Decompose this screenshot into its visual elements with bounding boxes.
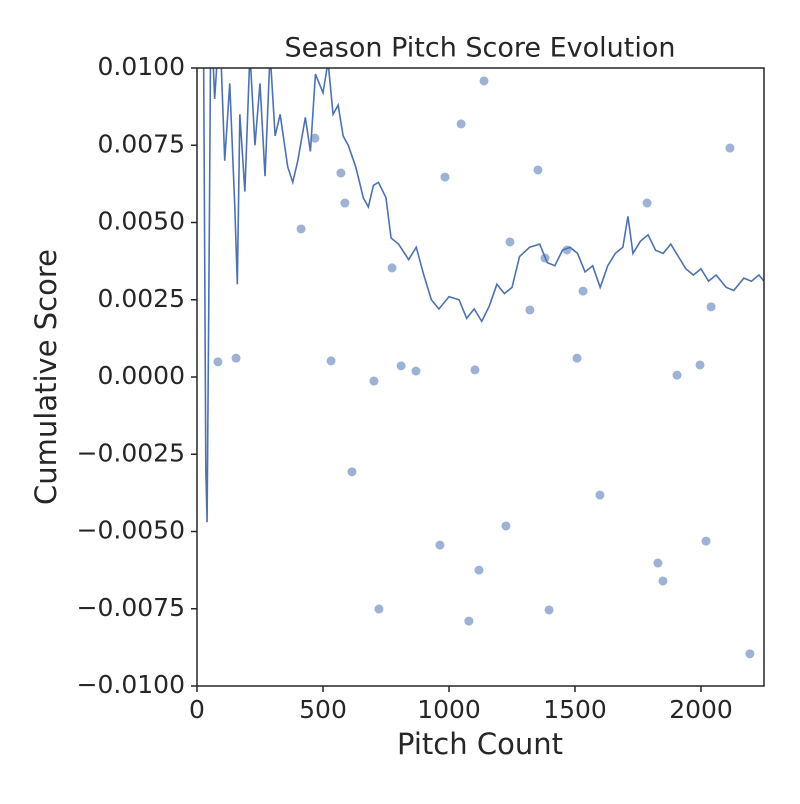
scatter-point: [387, 263, 397, 273]
y-tick-label: 0.0075: [98, 129, 185, 158]
scatter-point: [706, 302, 716, 312]
y-tick-label: 0.0100: [98, 52, 185, 81]
scatter-point: [595, 490, 605, 500]
scatter-point: [213, 357, 223, 367]
scatter-point: [231, 353, 241, 363]
scatter-point: [340, 198, 350, 208]
y-tick-label: −0.0100: [77, 670, 185, 699]
scatter-point: [540, 253, 550, 263]
scatter-point: [296, 224, 306, 234]
plot-area: [202, 68, 764, 659]
scatter-point: [347, 467, 357, 477]
scatter-point: [435, 540, 445, 550]
scatter-point: [505, 237, 515, 247]
scatter-point: [725, 143, 735, 153]
scatter-point: [479, 76, 489, 86]
scatter-point: [310, 133, 320, 143]
scatter-point: [572, 353, 582, 363]
scatter-point: [653, 558, 663, 568]
scatter-point: [642, 198, 652, 208]
scatter-point: [369, 376, 379, 386]
y-tick-label: 0.0025: [98, 284, 185, 313]
scatter-point: [672, 370, 682, 380]
y-axis-label: Cumulative Score: [29, 249, 63, 505]
scatter-point: [745, 649, 755, 659]
score-line: [202, 68, 764, 523]
scatter-point: [411, 366, 421, 376]
scatter-point: [658, 576, 668, 586]
scatter-point: [456, 119, 466, 129]
scatter-point: [533, 165, 543, 175]
scatter-point: [578, 286, 588, 296]
scatter-point: [695, 360, 705, 370]
x-tick-label: 500: [299, 695, 347, 724]
chart-title: Season Pitch Score Evolution: [285, 33, 676, 64]
y-tick-label: −0.0075: [77, 593, 185, 622]
scatter-point: [396, 361, 406, 371]
x-tick-label: 2000: [669, 695, 733, 724]
x-tick-label: 1000: [417, 695, 481, 724]
x-tick-label: 1500: [543, 695, 607, 724]
x-tick-label: 0: [189, 695, 205, 724]
y-tick-label: −0.0050: [77, 516, 185, 545]
scatter-point: [562, 245, 572, 255]
scatter-point: [336, 168, 346, 178]
scatter-point: [464, 616, 474, 626]
y-tick-label: −0.0025: [77, 438, 185, 467]
scatter-point: [474, 565, 484, 575]
scatter-point: [544, 605, 554, 615]
y-tick-label: 0.0050: [98, 207, 185, 236]
scatter-point: [326, 356, 336, 366]
x-axis-label: Pitch Count: [397, 727, 563, 761]
scatter-point: [440, 172, 450, 182]
scatter-point: [501, 521, 511, 531]
scatter-point: [470, 365, 480, 375]
scatter-point: [701, 536, 711, 546]
y-tick-label: 0.0000: [98, 361, 185, 390]
scatter-point: [525, 305, 535, 315]
scatter-point: [374, 604, 384, 614]
